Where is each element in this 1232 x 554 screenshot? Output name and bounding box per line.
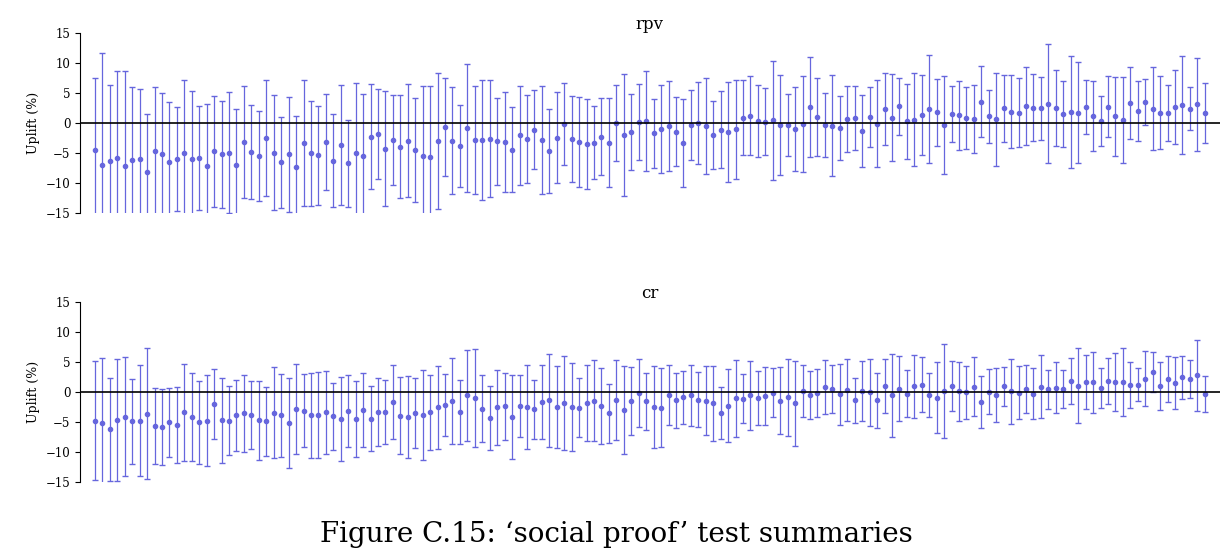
Y-axis label: Uplift (%): Uplift (%) [27, 361, 41, 423]
Y-axis label: Uplift (%): Uplift (%) [27, 92, 41, 154]
Text: Figure C.15: ‘social proof’ test summaries: Figure C.15: ‘social proof’ test summari… [319, 521, 913, 548]
Title: cr: cr [641, 285, 659, 302]
Title: rpv: rpv [636, 16, 664, 33]
